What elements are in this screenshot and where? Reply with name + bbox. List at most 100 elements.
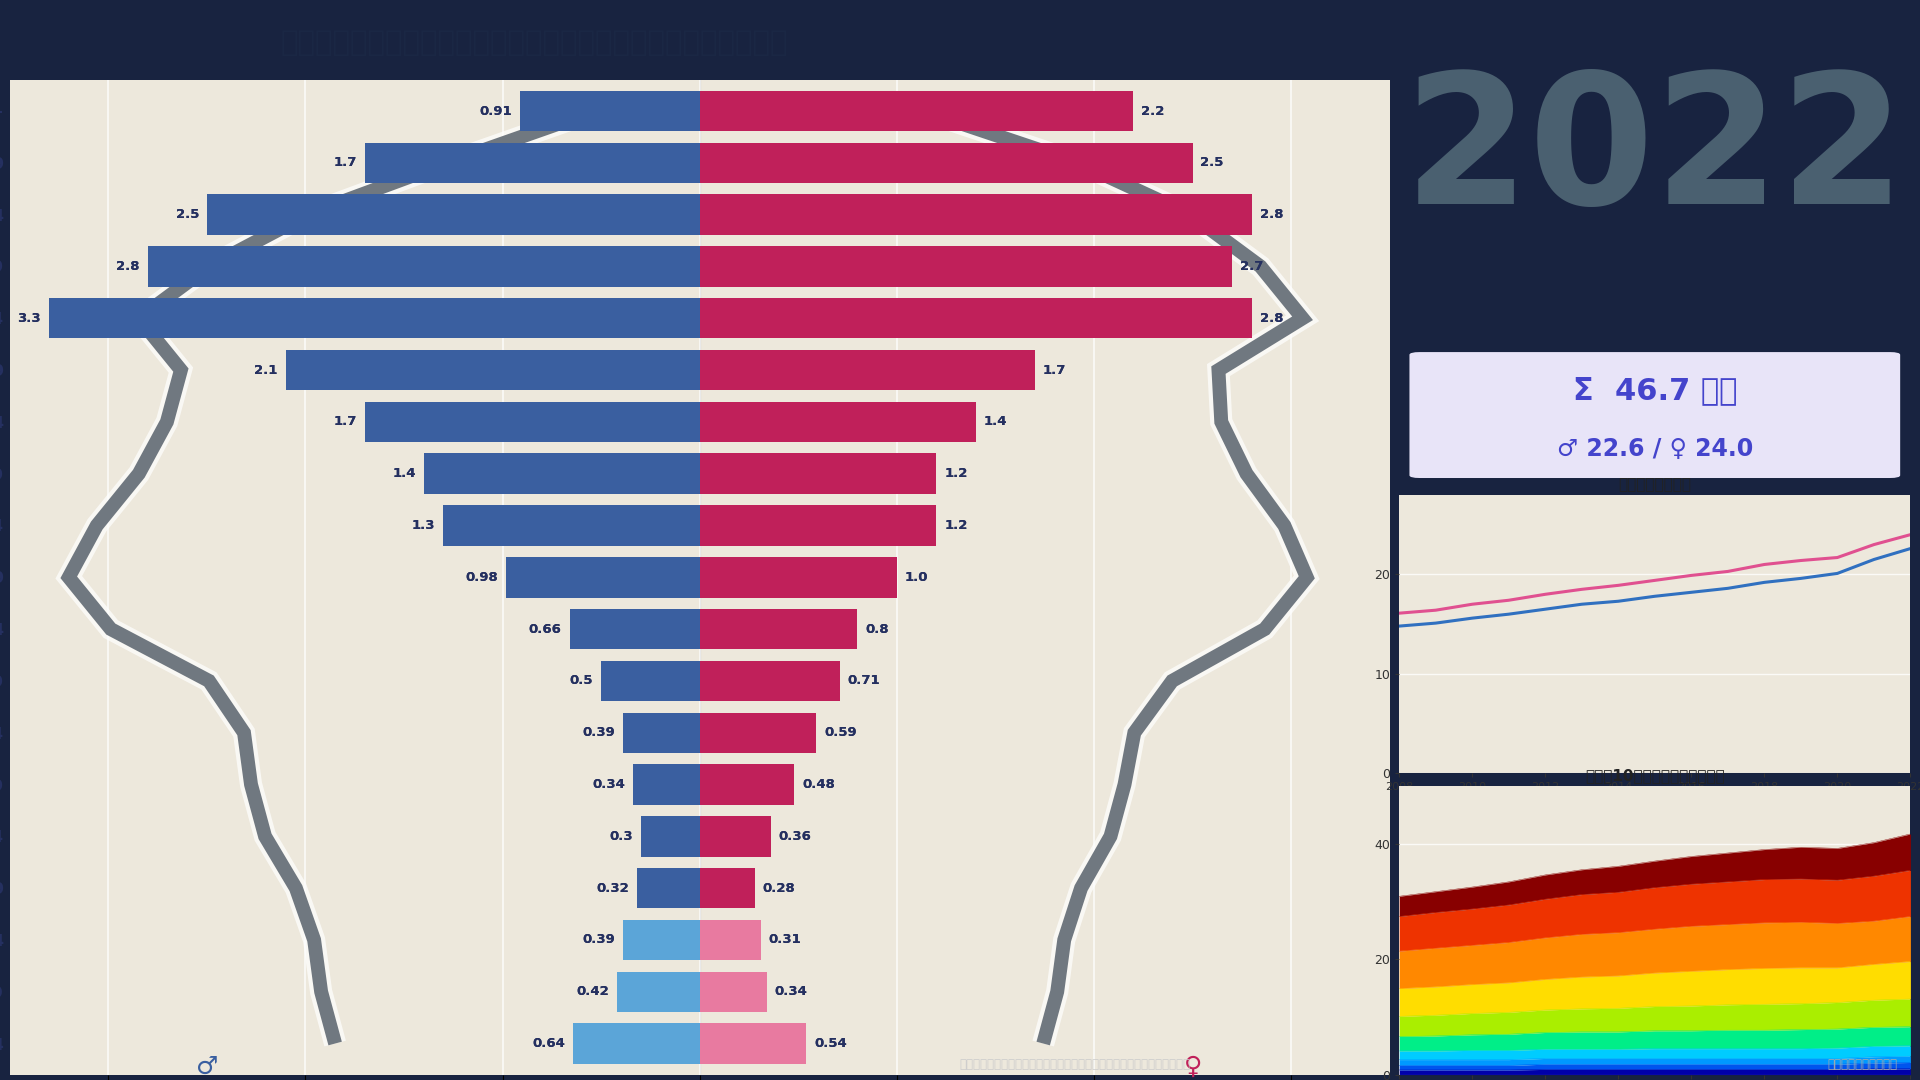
Bar xyxy=(699,557,897,597)
Text: 0.39: 0.39 xyxy=(582,933,614,946)
Text: 2.8: 2.8 xyxy=(1260,312,1283,325)
Text: 1.7: 1.7 xyxy=(334,416,357,429)
Text: 1.4: 1.4 xyxy=(392,468,417,481)
Text: 2.8: 2.8 xyxy=(1260,312,1283,325)
Text: 0.32: 0.32 xyxy=(595,881,628,894)
Bar xyxy=(637,868,699,908)
Bar xyxy=(699,350,1035,390)
Text: 0.34: 0.34 xyxy=(591,778,624,791)
Text: 0.42: 0.42 xyxy=(576,985,609,998)
Bar xyxy=(699,91,1133,132)
Text: 0.71: 0.71 xyxy=(847,674,879,687)
Text: 2.5: 2.5 xyxy=(1200,157,1223,170)
Text: 0.64: 0.64 xyxy=(532,1037,566,1050)
Text: 0.54: 0.54 xyxy=(814,1037,847,1050)
Bar xyxy=(699,505,937,545)
Bar xyxy=(699,143,1192,184)
Bar xyxy=(699,609,858,649)
Text: 1.3: 1.3 xyxy=(413,519,436,532)
Bar xyxy=(622,713,699,753)
Text: 1.2: 1.2 xyxy=(945,468,968,481)
Text: 2.7: 2.7 xyxy=(1240,260,1263,273)
Bar xyxy=(699,920,760,960)
Bar xyxy=(699,143,1192,184)
Bar xyxy=(365,402,699,442)
Bar xyxy=(286,350,699,390)
Text: 2.7: 2.7 xyxy=(1240,260,1263,273)
Bar xyxy=(444,505,699,545)
Bar xyxy=(699,557,897,597)
Bar xyxy=(634,765,699,805)
Bar xyxy=(699,454,937,494)
Text: 1.0: 1.0 xyxy=(904,571,927,584)
Bar xyxy=(699,713,816,753)
Text: 0.48: 0.48 xyxy=(803,778,835,791)
Bar xyxy=(699,1024,806,1064)
Bar xyxy=(699,868,755,908)
Title: 世代（10歳階級）積み上げ推移: 世代（10歳階級）積み上げ推移 xyxy=(1584,769,1724,783)
Text: 1.7: 1.7 xyxy=(1043,364,1066,377)
Bar xyxy=(574,1024,699,1064)
Bar xyxy=(601,661,699,701)
Text: ♂: ♂ xyxy=(196,1055,219,1079)
Text: 0.34: 0.34 xyxy=(774,985,808,998)
Text: 2.5: 2.5 xyxy=(175,208,200,221)
Text: 0.91: 0.91 xyxy=(480,105,513,118)
Bar xyxy=(207,194,699,234)
Bar xyxy=(699,661,839,701)
Text: 2022: 2022 xyxy=(1404,66,1907,242)
Bar xyxy=(286,350,699,390)
Text: 0.54: 0.54 xyxy=(814,1037,847,1050)
Text: 2.2: 2.2 xyxy=(1140,105,1165,118)
Bar xyxy=(601,661,699,701)
Bar xyxy=(699,713,816,753)
Text: 2.8: 2.8 xyxy=(1260,208,1283,221)
Text: 0.66: 0.66 xyxy=(528,622,563,636)
Bar xyxy=(622,920,699,960)
Bar xyxy=(699,920,760,960)
Bar xyxy=(148,246,699,286)
Text: 0.36: 0.36 xyxy=(778,829,812,842)
Bar xyxy=(699,454,937,494)
Text: ♀: ♀ xyxy=(1183,1055,1202,1079)
Text: 1.7: 1.7 xyxy=(334,416,357,429)
Bar xyxy=(622,713,699,753)
Text: 1.4: 1.4 xyxy=(983,416,1008,429)
Bar xyxy=(699,350,1035,390)
Bar xyxy=(699,816,770,856)
Text: 0.48: 0.48 xyxy=(803,778,835,791)
Text: 0.64: 0.64 xyxy=(532,1037,566,1050)
Text: 1.4: 1.4 xyxy=(983,416,1008,429)
Bar xyxy=(699,194,1252,234)
Text: 3.3: 3.3 xyxy=(17,312,40,325)
Text: 2.1: 2.1 xyxy=(253,364,278,377)
Text: 0.59: 0.59 xyxy=(824,726,856,739)
Bar xyxy=(634,765,699,805)
Bar xyxy=(622,920,699,960)
Bar xyxy=(699,868,755,908)
Text: Σ  46.7 兆円: Σ 46.7 兆円 xyxy=(1572,377,1738,405)
Text: 0.39: 0.39 xyxy=(582,933,614,946)
Text: 0.71: 0.71 xyxy=(847,674,879,687)
Text: 0.36: 0.36 xyxy=(778,829,812,842)
Bar xyxy=(50,298,699,338)
Bar xyxy=(699,298,1252,338)
Bar xyxy=(520,91,699,132)
Bar xyxy=(148,246,699,286)
Bar xyxy=(424,454,699,494)
Bar xyxy=(699,505,937,545)
Bar xyxy=(365,402,699,442)
Text: 2.2: 2.2 xyxy=(1140,105,1165,118)
Bar xyxy=(699,816,770,856)
Text: 0.66: 0.66 xyxy=(528,622,563,636)
Text: 0.98: 0.98 xyxy=(467,571,499,584)
Text: 1.2: 1.2 xyxy=(945,468,968,481)
Bar xyxy=(574,1024,699,1064)
Text: 0.31: 0.31 xyxy=(768,933,801,946)
Text: 0.42: 0.42 xyxy=(576,985,609,998)
Text: 1.0: 1.0 xyxy=(904,571,927,584)
Text: 0.3: 0.3 xyxy=(609,829,634,842)
Title: 金額推移／男女別: 金額推移／男女別 xyxy=(1619,477,1692,492)
Text: 1.2: 1.2 xyxy=(945,519,968,532)
FancyBboxPatch shape xyxy=(1409,352,1901,478)
